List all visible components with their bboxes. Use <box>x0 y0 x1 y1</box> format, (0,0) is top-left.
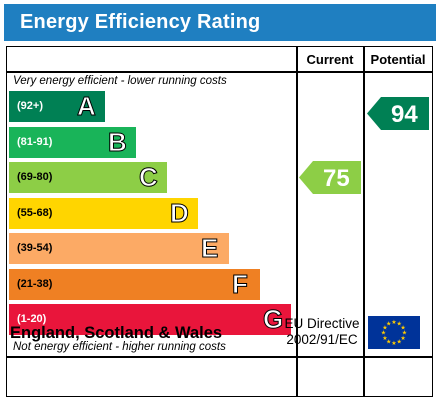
current-column-header: Current <box>306 52 354 67</box>
potential-column-header: Potential <box>370 52 426 67</box>
band-f: (21-38) F <box>9 268 260 300</box>
band-range: (69-80) <box>17 171 53 183</box>
footer-divider <box>7 356 432 358</box>
band-range: (1-20) <box>17 313 47 325</box>
potential-arrow-shape <box>367 97 429 130</box>
band-range: (81-91) <box>17 135 53 148</box>
title-bar: Energy Efficiency Rating <box>4 4 436 41</box>
footer-directive: EU Directive 2002/91/EC <box>280 316 364 348</box>
star-icon: ★ <box>402 330 407 337</box>
band-range: (21-38) <box>17 277 53 290</box>
band-g: (1-20) G <box>9 304 291 335</box>
potential-rating-value: 94 <box>391 101 418 128</box>
band-c: (69-80) C <box>9 162 167 193</box>
current-arrow-shape <box>299 161 361 194</box>
band-d: (55-68) D <box>9 197 198 229</box>
star-icon: ★ <box>386 339 391 346</box>
band-letter: A <box>77 91 97 122</box>
star-icon: ★ <box>391 319 396 326</box>
band-letter: E <box>200 233 219 264</box>
eu-flag-icon: ★ ★ ★ ★ ★ ★ ★ ★ ★ ★ ★ ★ <box>368 316 420 349</box>
directive-line-2: 2002/91/EC <box>286 332 358 347</box>
band-letter: C <box>139 162 159 193</box>
star-icon: ★ <box>382 335 387 342</box>
star-icon: ★ <box>381 330 386 337</box>
current-column-divider <box>296 47 298 396</box>
top-caption: Very energy efficient - lower running co… <box>13 75 227 87</box>
potential-column-divider <box>363 47 365 396</box>
band-letter: B <box>108 126 128 157</box>
page-title: Energy Efficiency Rating <box>20 11 261 33</box>
bottom-caption: Not energy efficient - higher running co… <box>13 341 226 353</box>
star-icon: ★ <box>382 324 387 331</box>
band-b: (81-91) B <box>9 126 136 158</box>
band-letter: F <box>232 268 249 299</box>
star-icon: ★ <box>386 320 391 327</box>
star-icon: ★ <box>397 320 402 327</box>
band-letter: D <box>170 197 190 228</box>
star-icon: ★ <box>397 339 402 346</box>
eu-stars: ★★★★★★★★★ ★ ★★ <box>381 319 407 347</box>
current-rating-value: 75 <box>323 165 350 192</box>
star-icon: ★ <box>391 340 396 347</box>
band-range: (55-68) <box>17 206 53 219</box>
footer-country: England, Scotland & Wales <box>10 324 223 342</box>
star-icon: ★ <box>400 335 405 342</box>
directive-line-1: EU Directive <box>284 316 360 331</box>
header-divider <box>7 71 432 73</box>
potential-rating-arrow: 94 <box>367 97 429 135</box>
band-a: (92+) A <box>9 91 105 122</box>
band-letter: G <box>262 304 284 335</box>
band-e: (39-54) E <box>9 233 229 264</box>
current-rating-arrow: 75 <box>299 161 361 199</box>
rating-chart: Current Potential Very energy efficient … <box>6 46 433 397</box>
band-range: (92+) <box>17 100 43 112</box>
star-icon: ★ <box>400 324 405 331</box>
band-range: (39-54) <box>17 242 53 254</box>
